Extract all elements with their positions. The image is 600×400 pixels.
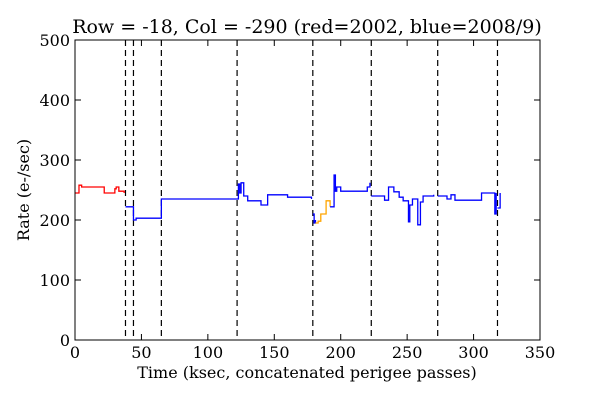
y-tick-label-1: 100 <box>39 271 70 290</box>
x-tick-label-3: 150 <box>259 343 290 362</box>
pass-boundaries <box>124 40 499 340</box>
x-tick-label-1: 50 <box>131 343 151 362</box>
y-axis-label: Rate (e-/sec) <box>14 139 33 241</box>
series-line-2-blue <box>312 213 317 224</box>
series-line-1-blue <box>125 182 313 221</box>
y-tick-label-2: 200 <box>39 211 70 230</box>
series-line-4-blue <box>330 174 371 208</box>
y-tick-label-0: 0 <box>60 331 70 350</box>
x-tick-label-5: 250 <box>392 343 423 362</box>
x-tick-label-2: 100 <box>193 343 224 362</box>
x-tick-label-4: 200 <box>325 343 356 362</box>
series-line-0-red <box>75 184 125 194</box>
x-tick-label-0: 0 <box>70 343 80 362</box>
y-tick-label-3: 300 <box>39 151 70 170</box>
x-tick-label-7: 350 <box>525 343 556 362</box>
y-tick-label-5: 500 <box>39 31 70 50</box>
series-line-6-blue <box>437 192 497 215</box>
axis-ticks: 0 50 100 150 200 250 300 350 0 100 200 300 400 500 <box>39 31 555 362</box>
plot-frame <box>74 39 541 341</box>
series-lines <box>75 174 501 226</box>
series-line-5-blue <box>371 186 435 226</box>
x-tick-label-6: 300 <box>458 343 489 362</box>
series-line-3-orange <box>315 200 331 224</box>
chart-title: Row = -18, Col = -290 (red=2002, blue=20… <box>72 16 542 38</box>
y-tick-label-4: 400 <box>39 91 70 110</box>
x-axis-label: Time (ksec, concatenated perigee passes) <box>137 363 477 382</box>
series-line-7-blue <box>497 193 501 209</box>
